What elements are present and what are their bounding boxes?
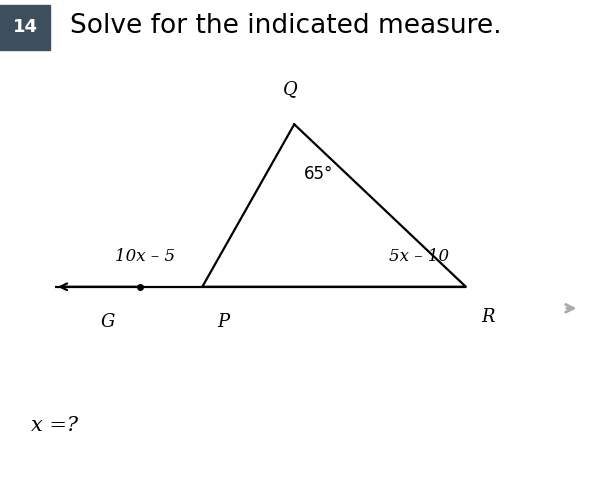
Text: x =?: x =? (31, 416, 78, 435)
Text: 65°: 65° (303, 165, 333, 183)
Text: 14: 14 (13, 19, 37, 36)
Text: Q: Q (283, 80, 297, 98)
Text: P: P (218, 313, 230, 331)
FancyBboxPatch shape (0, 5, 50, 50)
Text: G: G (100, 313, 115, 331)
Text: Solve for the indicated measure.: Solve for the indicated measure. (70, 13, 502, 39)
Text: 10x – 5: 10x – 5 (115, 248, 175, 265)
Text: R: R (481, 308, 495, 326)
Text: 5x – 10: 5x – 10 (389, 248, 449, 265)
